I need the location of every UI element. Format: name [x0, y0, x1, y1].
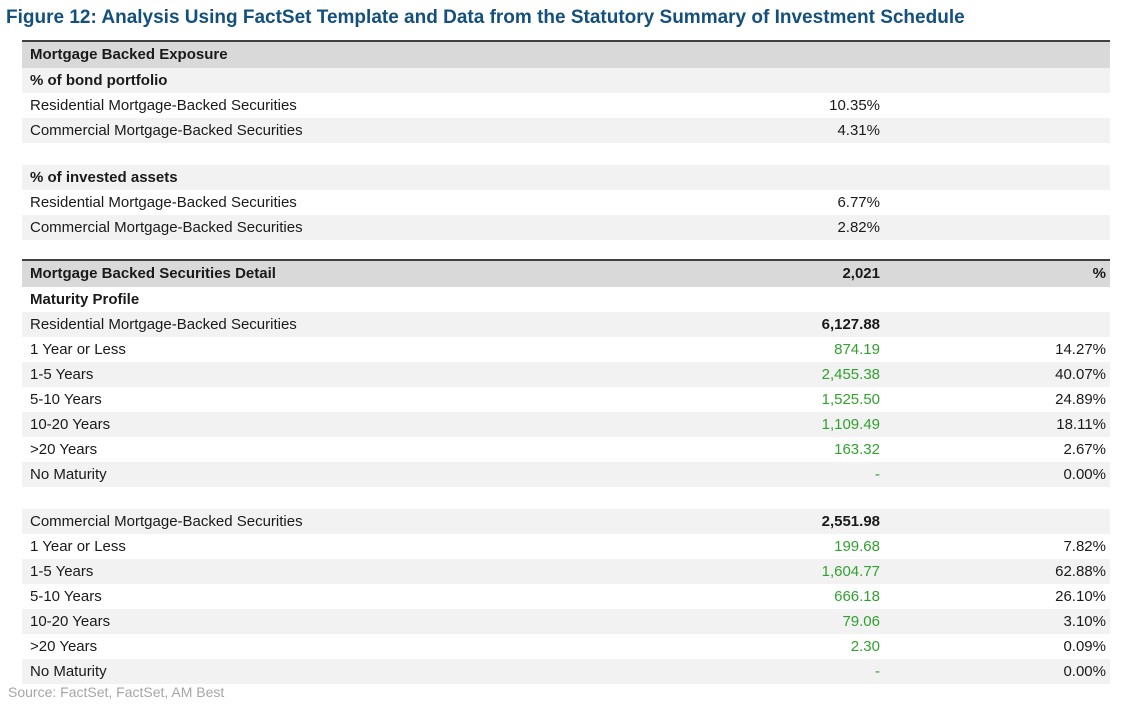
table-header-count: 2,021 [842, 265, 880, 282]
table-row: Commercial Mortgage-Backed Securities 2.… [22, 215, 1110, 240]
row-value: - [875, 663, 880, 680]
row-label: 10-20 Years [30, 416, 111, 433]
spacer-row [22, 143, 1110, 165]
table-row: 5-10 Years 1,525.50 24.89% [22, 387, 1110, 412]
table-row: No Maturity - 0.00% [22, 462, 1110, 487]
section-header-row: % of invested assets [22, 165, 1110, 190]
table-row: 1 Year or Less 199.68 7.82% [22, 534, 1110, 559]
row-label: 5-10 Years [30, 391, 102, 408]
row-pct: 0.00% [1063, 663, 1106, 680]
figure-title: Figure 12: Analysis Using FactSet Templa… [6, 7, 965, 28]
table-header-value [600, 42, 880, 68]
table-row: Residential Mortgage-Backed Securities 1… [22, 93, 1110, 118]
table-row: 1-5 Years 1,604.77 62.88% [22, 559, 1110, 584]
table-row: Commercial Mortgage-Backed Securities 4.… [22, 118, 1110, 143]
row-value: 1,604.77 [821, 563, 880, 580]
row-pct: 0.09% [1063, 638, 1106, 655]
section-header-label: % of invested assets [30, 169, 178, 186]
row-label: 10-20 Years [30, 613, 111, 630]
row-value: 4.31% [837, 122, 880, 139]
row-label: 5-10 Years [30, 588, 102, 605]
row-pct: 26.10% [1055, 588, 1106, 605]
table-row: 10-20 Years 1,109.49 18.11% [22, 412, 1110, 437]
row-value: 199.68 [834, 538, 880, 555]
row-value: 163.32 [834, 441, 880, 458]
row-label: 1 Year or Less [30, 341, 126, 358]
exposure-table: Mortgage Backed Exposure % of bond portf… [22, 40, 1110, 240]
row-pct: 3.10% [1063, 613, 1106, 630]
row-value: 2.82% [837, 219, 880, 236]
row-pct: 40.07% [1055, 366, 1106, 383]
detail-table: Mortgage Backed Securities Detail 2,021 … [22, 259, 1110, 684]
group-total-row: Commercial Mortgage-Backed Securities 2,… [22, 509, 1110, 534]
row-pct: 18.11% [1056, 416, 1106, 433]
row-label: 1-5 Years [30, 563, 94, 580]
group-total: 6,127.88 [821, 316, 880, 333]
row-pct: 62.88% [1055, 563, 1106, 580]
group-label: Commercial Mortgage-Backed Securities [30, 513, 303, 530]
row-label: >20 Years [30, 638, 98, 655]
group-total: 2,551.98 [821, 513, 880, 530]
row-value: 6.77% [837, 194, 880, 211]
row-pct: 7.82% [1063, 538, 1106, 555]
row-label: Residential Mortgage-Backed Securities [30, 97, 297, 114]
row-label: >20 Years [30, 441, 98, 458]
source-note: Source: FactSet, FactSet, AM Best [8, 684, 225, 700]
row-label: Commercial Mortgage-Backed Securities [30, 122, 303, 139]
row-value: 2,455.38 [821, 366, 880, 383]
table-header-label: Mortgage Backed Securities Detail [30, 265, 276, 282]
row-pct: 2.67% [1063, 441, 1106, 458]
row-label: No Maturity [30, 466, 107, 483]
row-pct: 0.00% [1063, 466, 1106, 483]
row-pct: 14.27% [1055, 341, 1106, 358]
row-value: 874.19 [834, 341, 880, 358]
table-row: No Maturity - 0.00% [22, 659, 1110, 684]
group-total-row: Residential Mortgage-Backed Securities 6… [22, 312, 1110, 337]
table-row: Residential Mortgage-Backed Securities 6… [22, 190, 1110, 215]
table-header-pct: % [1092, 265, 1106, 282]
row-label: 1 Year or Less [30, 538, 126, 555]
subheader-row: Maturity Profile [22, 287, 1110, 312]
row-value: 2.30 [850, 638, 880, 655]
table-row: 1 Year or Less 874.19 14.27% [22, 337, 1110, 362]
row-value: 79.06 [842, 613, 880, 630]
table-row: 1-5 Years 2,455.38 40.07% [22, 362, 1110, 387]
group-label: Residential Mortgage-Backed Securities [30, 316, 297, 333]
section-header-row: % of bond portfolio [22, 68, 1110, 93]
table-row: >20 Years 163.32 2.67% [22, 437, 1110, 462]
row-value: 1,109.49 [821, 416, 880, 433]
row-value: 10.35% [829, 97, 880, 114]
detail-table-header-row: Mortgage Backed Securities Detail 2,021 … [22, 259, 1110, 287]
row-value: 666.18 [834, 588, 880, 605]
exposure-table-header-row: Mortgage Backed Exposure [22, 40, 1110, 68]
row-pct: 24.89% [1055, 391, 1106, 408]
section-header-label: % of bond portfolio [30, 72, 168, 89]
spacer-row [22, 487, 1110, 509]
table-row: >20 Years 2.30 0.09% [22, 634, 1110, 659]
table-header-pct [880, 42, 1110, 68]
row-label: No Maturity [30, 663, 107, 680]
table-row: 5-10 Years 666.18 26.10% [22, 584, 1110, 609]
row-value: 1,525.50 [821, 391, 880, 408]
row-label: Residential Mortgage-Backed Securities [30, 194, 297, 211]
subheader-label: Maturity Profile [30, 291, 140, 308]
row-label: 1-5 Years [30, 366, 94, 383]
table-row: 10-20 Years 79.06 3.10% [22, 609, 1110, 634]
table-header-label: Mortgage Backed Exposure [30, 46, 228, 63]
row-label: Commercial Mortgage-Backed Securities [30, 219, 303, 236]
row-value: - [875, 466, 880, 483]
